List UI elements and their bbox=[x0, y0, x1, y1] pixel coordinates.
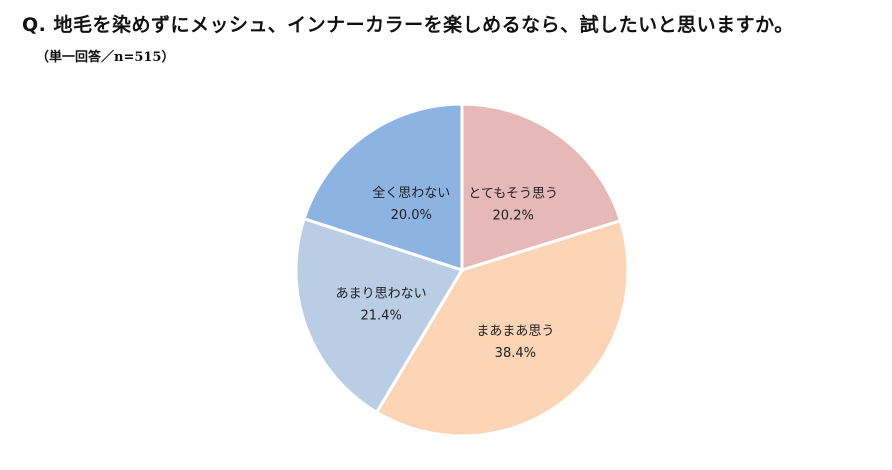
pie-slice-2 bbox=[294, 216, 465, 415]
slice-value-0: 20.2% bbox=[493, 208, 534, 223]
slice-value-2: 21.4% bbox=[361, 308, 402, 323]
pie-slice-1 bbox=[374, 218, 630, 438]
pie-slice-0 bbox=[460, 102, 623, 273]
slice-value-3: 20.0% bbox=[391, 208, 432, 223]
slice-label-0: とてもそう思う bbox=[468, 186, 558, 201]
slice-value-1: 38.4% bbox=[495, 346, 536, 361]
slice-label-1: まあまあ思う bbox=[476, 324, 554, 339]
slice-label-2: あまり思わない bbox=[336, 286, 427, 301]
sample-note: （単一回答／n=515） bbox=[36, 50, 175, 65]
pie-slice-3 bbox=[302, 102, 464, 273]
question-text: Q. 地毛を染めずにメッシュ、インナーカラーを楽しめるなら、試したいと思いますか… bbox=[22, 14, 794, 36]
slice-label-3: 全く思わない bbox=[372, 185, 450, 201]
